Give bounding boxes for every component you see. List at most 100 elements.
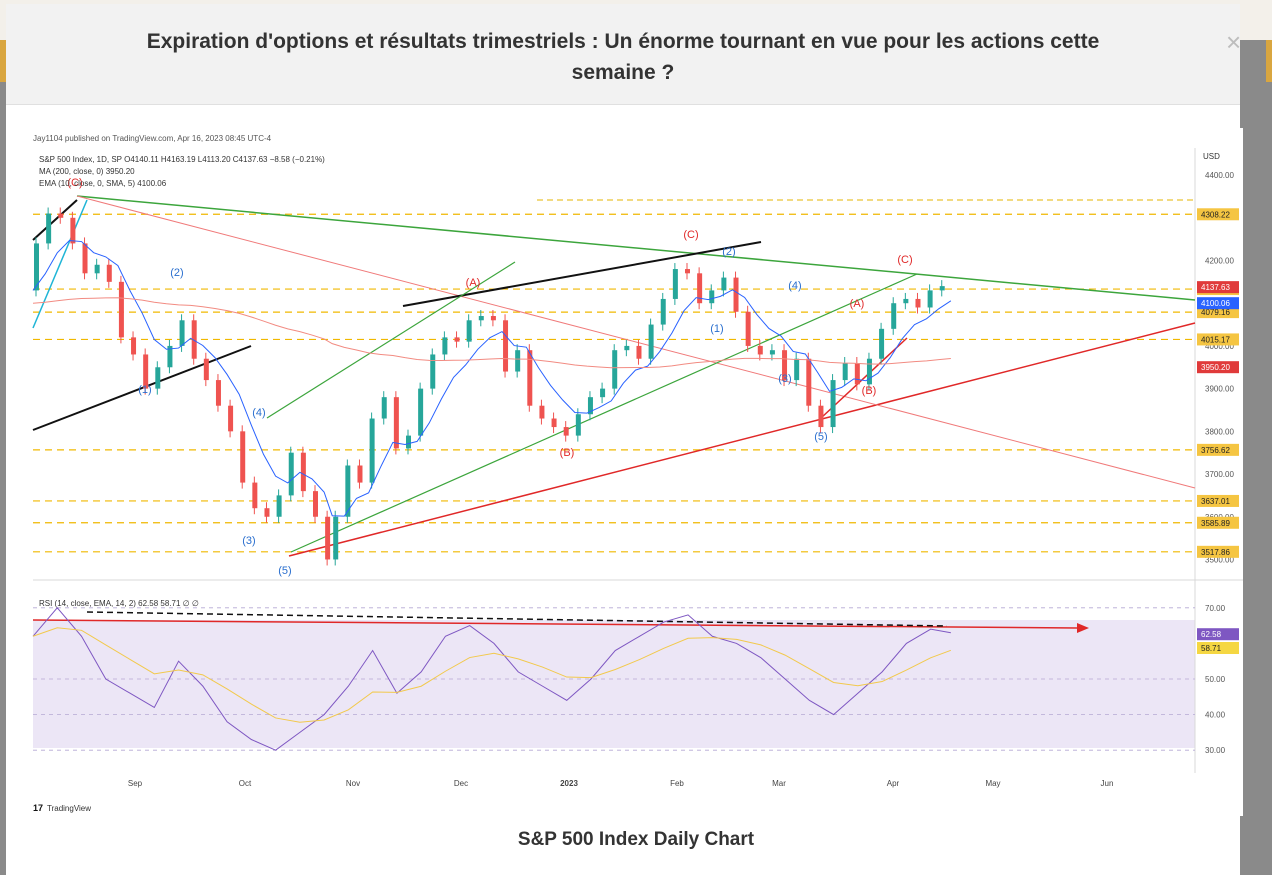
candle-body xyxy=(34,243,39,291)
image-caption: S&P 500 Index Daily Chart xyxy=(517,829,755,850)
price-series xyxy=(32,207,952,566)
ma-price-label: 3950.20 xyxy=(1201,363,1230,372)
candle-body xyxy=(697,273,703,304)
ema-price-label-bg xyxy=(1197,297,1239,310)
close-icon[interactable]: × xyxy=(1226,27,1242,57)
rsi-band xyxy=(33,620,1195,748)
candle-body xyxy=(757,345,763,355)
candle-body xyxy=(563,427,569,436)
rsi-current-label: 62.58 xyxy=(1201,630,1222,639)
rsi-divergence-line xyxy=(32,619,1078,629)
candle-body xyxy=(769,350,775,355)
candle-body xyxy=(442,337,448,355)
candle-body xyxy=(131,337,137,355)
wave-label: (1) xyxy=(710,323,723,335)
rsi-signal-line xyxy=(32,627,952,723)
tradingview-logo-icon: 17 xyxy=(33,803,43,813)
wave-label: (5) xyxy=(814,431,827,443)
candle-body xyxy=(430,354,436,389)
candle-body xyxy=(82,243,88,274)
rsi-tick-label: 50.00 xyxy=(1205,675,1226,684)
support-trendline xyxy=(288,322,1196,557)
currency-label: USD xyxy=(1203,152,1220,161)
candle-body xyxy=(551,418,557,428)
candle-body xyxy=(806,358,812,406)
level-label: 3585.89 xyxy=(1201,519,1230,528)
rsi-signal-label-bg xyxy=(1197,641,1239,654)
ema-line xyxy=(32,240,952,517)
x-axis-label: Mar xyxy=(772,779,786,788)
wave-label: (4) xyxy=(252,407,265,419)
rsi-tick-label: 40.00 xyxy=(1205,711,1226,720)
candle-body xyxy=(228,405,234,432)
candle-body xyxy=(478,316,484,321)
candle-body xyxy=(527,350,533,406)
candle-body xyxy=(325,516,331,560)
x-axis-label: Sep xyxy=(128,779,143,788)
candle-body xyxy=(288,452,294,496)
candle-body xyxy=(648,324,654,359)
candle-body xyxy=(745,311,751,346)
ma-price-label-bg xyxy=(1197,361,1239,374)
price-tick-label: 4400.00 xyxy=(1205,171,1234,180)
modal-title-line2: semaine ? xyxy=(571,61,675,84)
candle-body xyxy=(179,320,185,346)
candle-body xyxy=(490,316,496,321)
black-channel-upper xyxy=(32,199,78,241)
chart-image: 4400.004200.004100.004000.003900.003800.… xyxy=(27,128,1243,816)
level-label-bg xyxy=(1197,494,1239,507)
candle-body xyxy=(709,290,715,304)
tradingview-logo: TradingView xyxy=(47,804,91,813)
candle-body xyxy=(418,388,424,436)
level-label-bg xyxy=(1197,443,1239,456)
wave-label: (A) xyxy=(850,298,865,310)
x-axis-label: Dec xyxy=(454,779,468,788)
candle-body xyxy=(612,350,618,389)
candle-body xyxy=(252,482,258,509)
price-grid: 4400.004200.004100.004000.003900.003800.… xyxy=(33,148,1243,788)
candle-body xyxy=(915,298,921,308)
candle-body xyxy=(636,345,642,359)
candle-body xyxy=(466,320,472,342)
candle-body xyxy=(381,397,387,419)
rsi-divergence-arrow xyxy=(1077,623,1089,633)
black-channel-lower xyxy=(32,345,252,431)
candle-body xyxy=(818,405,824,428)
candle-body xyxy=(369,418,375,483)
candle-body xyxy=(794,358,800,381)
candle-body xyxy=(539,405,545,419)
candle-body xyxy=(167,345,173,368)
candle-body xyxy=(891,303,897,329)
rsi-current-label-bg xyxy=(1197,628,1239,641)
level-label-bg xyxy=(1197,516,1239,529)
candle-body xyxy=(333,516,339,560)
candle-body xyxy=(203,358,209,381)
candle-body xyxy=(879,328,885,359)
wave-label: (5) xyxy=(278,565,291,577)
candle-body xyxy=(454,337,460,342)
candle-body xyxy=(624,345,630,351)
level-label: 4079.16 xyxy=(1201,308,1230,317)
chart-svg: 4400.004200.004100.004000.003900.003800.… xyxy=(27,128,1243,816)
level-label: 4015.17 xyxy=(1201,335,1230,344)
rsi-line xyxy=(32,607,951,751)
candle-body xyxy=(357,465,363,483)
candle-body xyxy=(503,320,509,372)
legend-rsi: RSI (14, close, EMA, 14, 2) 62.58 58.71 … xyxy=(39,599,199,608)
candle-body xyxy=(600,388,606,398)
rsi-series xyxy=(32,607,952,751)
blue-channel-line xyxy=(32,199,88,329)
candle-body xyxy=(94,264,100,274)
candle-body xyxy=(393,397,399,449)
x-axis-label: May xyxy=(985,779,1000,788)
legend-ema: EMA (10, close, 0, SMA, 5) 4100.06 xyxy=(39,179,167,188)
candle-body xyxy=(300,452,306,492)
level-label: 3637.01 xyxy=(1201,497,1230,506)
x-axis-label: 2023 xyxy=(560,779,578,788)
x-axis-label: Apr xyxy=(887,779,900,788)
level-label-bg xyxy=(1197,545,1239,558)
candle-body xyxy=(70,217,76,244)
candle-body xyxy=(155,367,161,389)
background-accent-right xyxy=(1266,40,1272,82)
candle-body xyxy=(672,269,678,299)
